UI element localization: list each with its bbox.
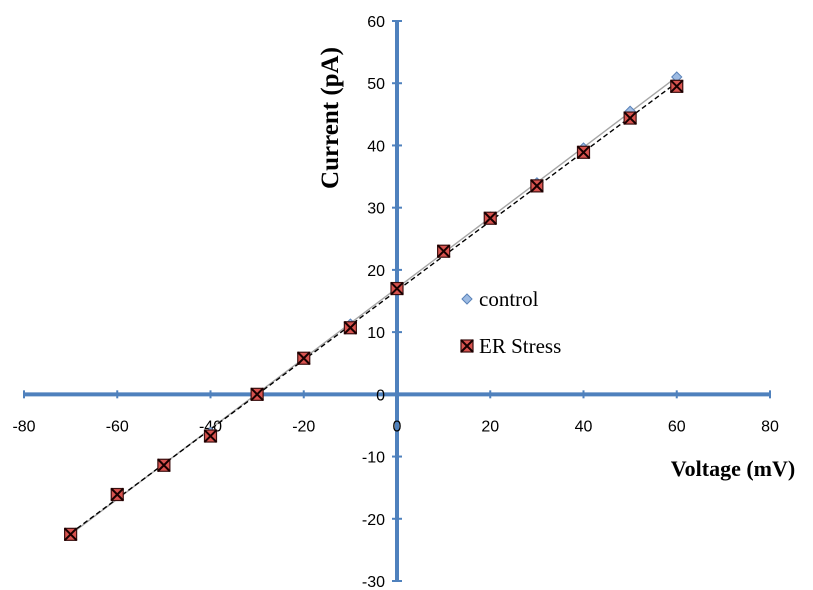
point-er-stress bbox=[157, 458, 171, 472]
x-tick-label: 20 bbox=[481, 418, 499, 435]
trendline-control bbox=[70, 76, 678, 535]
trendline-er-stress bbox=[70, 82, 678, 534]
point-er-stress bbox=[390, 281, 404, 296]
axes bbox=[23, 20, 771, 582]
y-tick-label: -30 bbox=[362, 574, 385, 590]
y-tick-label: -20 bbox=[362, 512, 385, 529]
x-tick-label: 60 bbox=[668, 418, 686, 435]
point-er-stress bbox=[250, 387, 264, 402]
legend-marker-er-stress bbox=[460, 339, 474, 353]
y-tick-label: 0 bbox=[376, 387, 385, 404]
x-tick-label: -20 bbox=[292, 418, 315, 435]
y-axis-title: Current (pA) bbox=[317, 47, 344, 189]
x-tick-label: 0 bbox=[393, 418, 402, 435]
legend-marker-er-stress-shape bbox=[460, 339, 474, 353]
point-er-stress bbox=[110, 487, 124, 502]
x-tick-label: -60 bbox=[106, 418, 129, 435]
y-tick-label: -10 bbox=[362, 450, 385, 467]
legend-label-control: control bbox=[479, 287, 539, 311]
legend: control ER Stress bbox=[460, 287, 561, 358]
point-er-stress bbox=[483, 211, 497, 225]
y-tick-label: 50 bbox=[367, 76, 385, 93]
point-er-stress bbox=[576, 145, 591, 159]
trendlines bbox=[70, 76, 678, 535]
point-er-stress bbox=[203, 429, 218, 443]
x-tick-label: 40 bbox=[575, 418, 593, 435]
point-er-stress bbox=[670, 79, 684, 94]
y-tick-label: 30 bbox=[367, 201, 385, 218]
point-er-stress bbox=[297, 351, 311, 365]
point-er-stress bbox=[63, 527, 78, 542]
point-er-stress bbox=[343, 321, 358, 335]
point-er-stress bbox=[530, 179, 544, 193]
x-tick-label: -80 bbox=[12, 418, 35, 435]
y-tick-label: 60 bbox=[367, 14, 385, 31]
y-tick-label: 10 bbox=[367, 325, 385, 342]
y-tick-label: 20 bbox=[367, 263, 385, 280]
point-er-stress bbox=[436, 244, 451, 258]
legend-item-er-stress: ER Stress bbox=[460, 334, 561, 358]
legend-label-er-stress: ER Stress bbox=[479, 334, 561, 358]
x-axis-title: Voltage (mV) bbox=[671, 456, 795, 481]
legend-marker-control bbox=[461, 293, 473, 305]
point-er-stress bbox=[623, 111, 637, 125]
x-tick-label: 80 bbox=[761, 418, 779, 435]
data-points bbox=[63, 71, 684, 542]
y-tick-label: 40 bbox=[367, 138, 385, 155]
legend-item-control: control bbox=[461, 287, 539, 311]
